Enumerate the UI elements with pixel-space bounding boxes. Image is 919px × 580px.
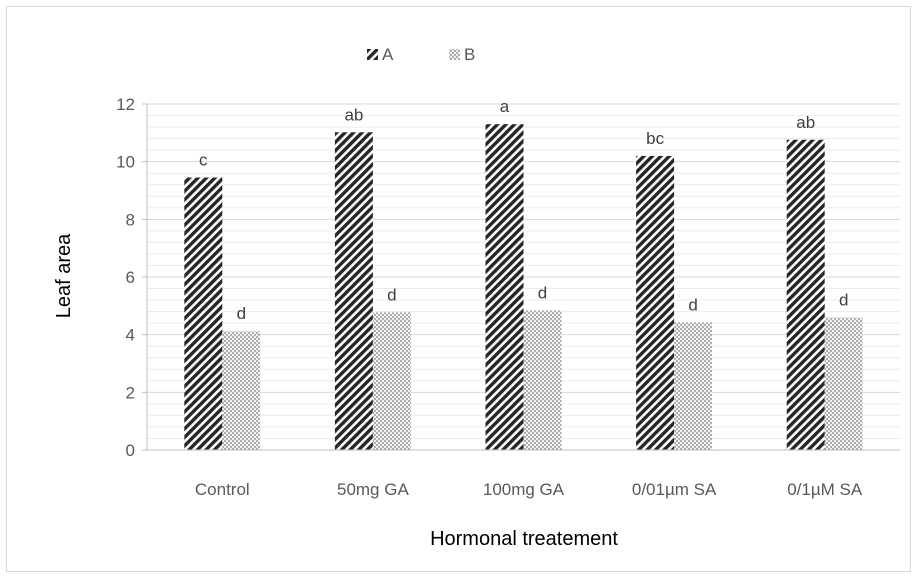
legend-swatch-a: [367, 49, 378, 60]
legend-swatch-b: [449, 49, 460, 60]
data-label: c: [199, 151, 208, 170]
bar-a: [786, 139, 825, 450]
x-tick-label: 50mg GA: [337, 480, 409, 499]
x-tick-label: Control: [195, 480, 250, 499]
y-tick-label: 12: [116, 95, 135, 114]
y-tick-label: 2: [126, 383, 135, 402]
data-labels: c d ab d a d bc d ab d: [199, 97, 848, 323]
bar-a: [184, 177, 223, 450]
bar-b: [222, 331, 261, 450]
y-axis-title: Leaf area: [53, 233, 75, 318]
bar-b: [674, 322, 713, 450]
bar-a: [485, 124, 524, 450]
y-tick-label: 10: [116, 153, 135, 172]
axes: 0 2 4 6 8 10 12 Control 50mg GA 100mg GA 0/01µm SA…: [116, 95, 900, 499]
data-label: d: [538, 283, 547, 302]
y-tick-label: 8: [126, 210, 135, 229]
bar-b: [824, 317, 863, 450]
x-tick-label: 0/1µM SA: [787, 480, 863, 499]
x-tick-label: 100mg GA: [483, 480, 565, 499]
x-tick-label: 0/01µm SA: [632, 480, 717, 499]
bar-a: [334, 132, 373, 451]
bar-b: [523, 310, 562, 450]
data-label: d: [237, 304, 246, 323]
data-label: d: [688, 295, 697, 314]
y-tick-label: 6: [126, 268, 135, 287]
y-tick-label: 4: [126, 326, 135, 345]
data-label: ab: [796, 113, 815, 132]
legend-label-b: B: [464, 45, 475, 64]
bars: [184, 124, 863, 451]
bar-a: [636, 155, 675, 450]
data-label: a: [500, 97, 510, 116]
data-label: d: [387, 285, 396, 304]
data-label: bc: [646, 129, 664, 148]
y-tick-label: 0: [126, 441, 135, 460]
legend: A B: [367, 45, 475, 64]
data-label: d: [839, 290, 848, 309]
data-label: ab: [344, 105, 363, 124]
legend-label-a: A: [382, 45, 394, 64]
x-axis-title: Hormonal treatement: [430, 528, 618, 550]
bar-b: [372, 312, 411, 450]
